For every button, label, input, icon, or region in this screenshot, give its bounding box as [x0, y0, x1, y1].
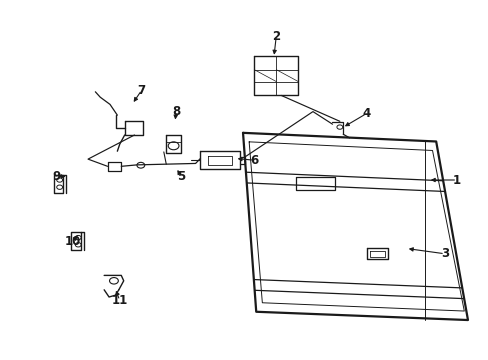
Text: 9: 9 — [52, 170, 60, 183]
Text: 6: 6 — [250, 154, 258, 167]
Text: 5: 5 — [177, 170, 184, 183]
Text: 8: 8 — [172, 105, 180, 118]
Text: 3: 3 — [440, 247, 448, 260]
Text: 11: 11 — [111, 294, 128, 307]
Text: 7: 7 — [138, 84, 145, 96]
Text: 1: 1 — [452, 174, 460, 186]
Text: 4: 4 — [362, 107, 370, 120]
Text: 10: 10 — [64, 235, 81, 248]
Text: 2: 2 — [272, 30, 280, 42]
